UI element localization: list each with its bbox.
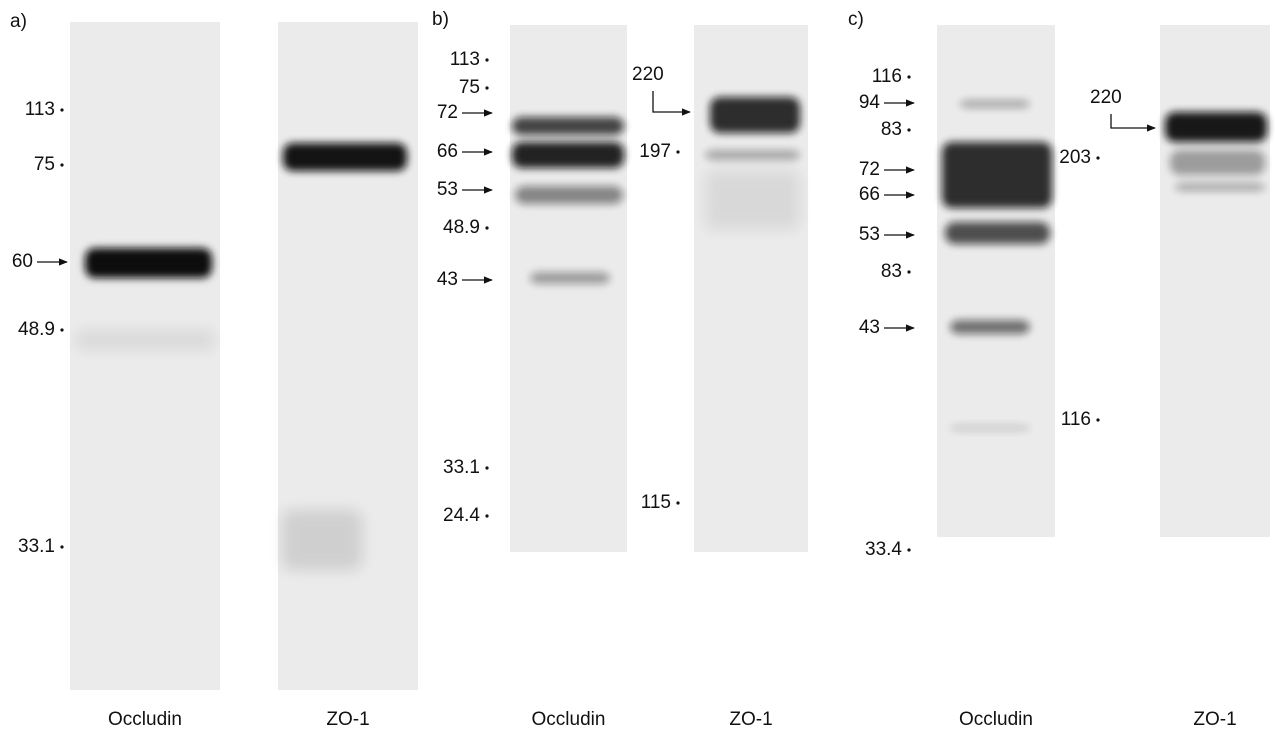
marker-label: 43 <box>859 317 880 338</box>
marker-label: 60 <box>12 251 33 272</box>
band <box>705 150 800 160</box>
marker-label: 72 <box>437 102 458 123</box>
lane-caption: Occludin <box>532 709 606 730</box>
blot-lane <box>278 22 418 690</box>
band <box>710 97 800 133</box>
marker-label: 94 <box>859 92 881 113</box>
marker-label: 48.9 <box>18 319 55 340</box>
band <box>283 143 407 171</box>
band <box>85 248 212 278</box>
marker-dot <box>485 86 489 90</box>
marker-dot <box>60 545 64 549</box>
marker-dot <box>60 163 64 167</box>
marker-label: 75 <box>459 77 480 98</box>
marker-label: 203 <box>1059 147 1091 168</box>
band <box>530 272 610 284</box>
marker-label: 24.4 <box>443 505 480 526</box>
band <box>950 425 1030 431</box>
marker-label: 220 <box>632 64 664 85</box>
lane-caption: ZO-1 <box>326 709 369 730</box>
marker-label: 72 <box>859 159 880 180</box>
blot-lane <box>937 25 1055 537</box>
blot-lane <box>1160 25 1270 537</box>
marker-dot <box>1096 156 1100 160</box>
marker-label: 48.9 <box>443 217 480 238</box>
band <box>1165 112 1267 142</box>
panel-label: b) <box>432 9 449 30</box>
marker-label: 83 <box>881 261 902 282</box>
marker-label: 66 <box>437 141 458 162</box>
marker-label: 83 <box>881 119 902 140</box>
marker-label: 33.1 <box>443 457 480 478</box>
band <box>75 330 215 350</box>
lane-caption: ZO-1 <box>1193 709 1236 730</box>
marker-label: 116 <box>1061 409 1091 430</box>
marker-dot <box>907 128 911 132</box>
marker-label: 113 <box>450 49 480 70</box>
marker-label: 75 <box>34 154 55 175</box>
marker-label: 53 <box>437 179 458 200</box>
band <box>1175 183 1265 191</box>
marker-dot <box>907 75 911 79</box>
band <box>705 170 800 230</box>
marker-label: 116 <box>872 66 902 87</box>
marker-label: 53 <box>859 224 880 245</box>
panel-label: a) <box>10 11 27 32</box>
marker-dot <box>676 150 680 154</box>
band <box>960 100 1030 108</box>
blot-lane <box>510 25 627 552</box>
marker-label: 115 <box>641 492 671 513</box>
marker-dot <box>676 501 680 505</box>
marker-label: 113 <box>25 99 55 120</box>
band <box>950 320 1030 334</box>
marker-dot <box>60 108 64 112</box>
band <box>515 186 623 204</box>
marker-label: 220 <box>1090 87 1122 108</box>
marker-label: 66 <box>859 184 880 205</box>
band <box>942 142 1052 208</box>
marker-dot <box>907 270 911 274</box>
lane-caption: ZO-1 <box>729 709 772 730</box>
marker-arrow <box>1110 114 1156 132</box>
marker-label: 43 <box>437 269 458 290</box>
marker-arrow <box>652 91 691 116</box>
lane-caption: Occludin <box>959 709 1033 730</box>
band <box>282 510 362 570</box>
band <box>945 222 1050 244</box>
panel-label: c) <box>848 9 864 30</box>
marker-dot <box>485 58 489 62</box>
lane-caption: Occludin <box>108 709 182 730</box>
marker-dot <box>485 514 489 518</box>
marker-label: 197 <box>639 141 671 162</box>
marker-dot <box>60 328 64 332</box>
marker-dot <box>485 466 489 470</box>
marker-label: 33.4 <box>865 539 902 560</box>
band <box>512 117 624 135</box>
marker-dot <box>907 548 911 552</box>
band <box>512 142 624 168</box>
marker-label: 33.1 <box>18 536 55 557</box>
blot-lane <box>70 22 220 690</box>
marker-dot <box>485 226 489 230</box>
band <box>1170 150 1265 175</box>
marker-dot <box>1096 418 1100 422</box>
